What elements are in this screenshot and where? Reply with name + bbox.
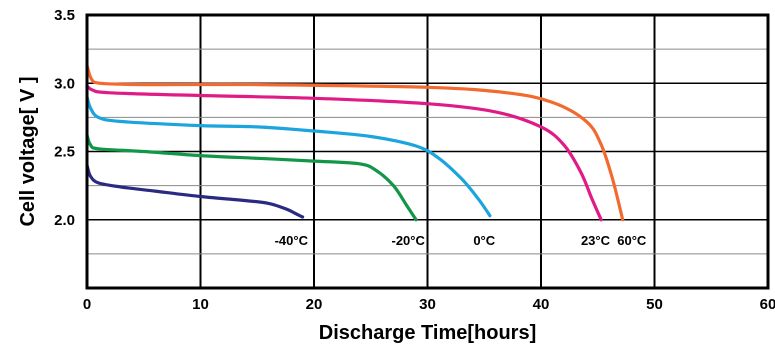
- series-label-2: 0°C: [473, 233, 495, 248]
- series-line-2: [85, 95, 492, 218]
- y-tick-labels: 3.5 3.0 2.5 2.0: [54, 7, 75, 229]
- series-line-1: [85, 133, 418, 222]
- series-lines: [85, 63, 625, 222]
- y-tick-label-2: 2.5: [54, 144, 75, 161]
- series-line-4: [85, 63, 625, 222]
- y-axis-title: Cell voltage[ V ]: [17, 76, 39, 226]
- plot-area-frame: [85, 13, 770, 290]
- series-labels: -40°C -20°C 0°C 23°C 60°C: [275, 233, 647, 248]
- series-line-3: [85, 84, 603, 222]
- y-tick-label-0: 3.5: [54, 7, 75, 24]
- y-tick-label-3: 2.0: [54, 212, 75, 229]
- x-tick-labels: 0 10 20 30 40 50 60: [83, 296, 775, 313]
- series-label-1: -20°C: [392, 233, 426, 248]
- x-tick-label-3: 30: [419, 296, 436, 313]
- series-label-3: 23°C: [581, 233, 611, 248]
- x-tick-label-0: 0: [83, 296, 91, 313]
- series-label-0: -40°C: [275, 233, 309, 248]
- y-tick-label-1: 3.0: [54, 75, 75, 92]
- x-tick-label-6: 60: [760, 296, 775, 313]
- x-tick-label-1: 10: [192, 296, 209, 313]
- x-tick-label-4: 40: [533, 296, 550, 313]
- x-tick-label-2: 20: [306, 296, 323, 313]
- series-line-0: [85, 163, 305, 219]
- series-label-4: 60°C: [617, 233, 647, 248]
- x-axis-title: Discharge Time[hours]: [319, 322, 536, 344]
- x-tick-label-5: 50: [646, 296, 663, 313]
